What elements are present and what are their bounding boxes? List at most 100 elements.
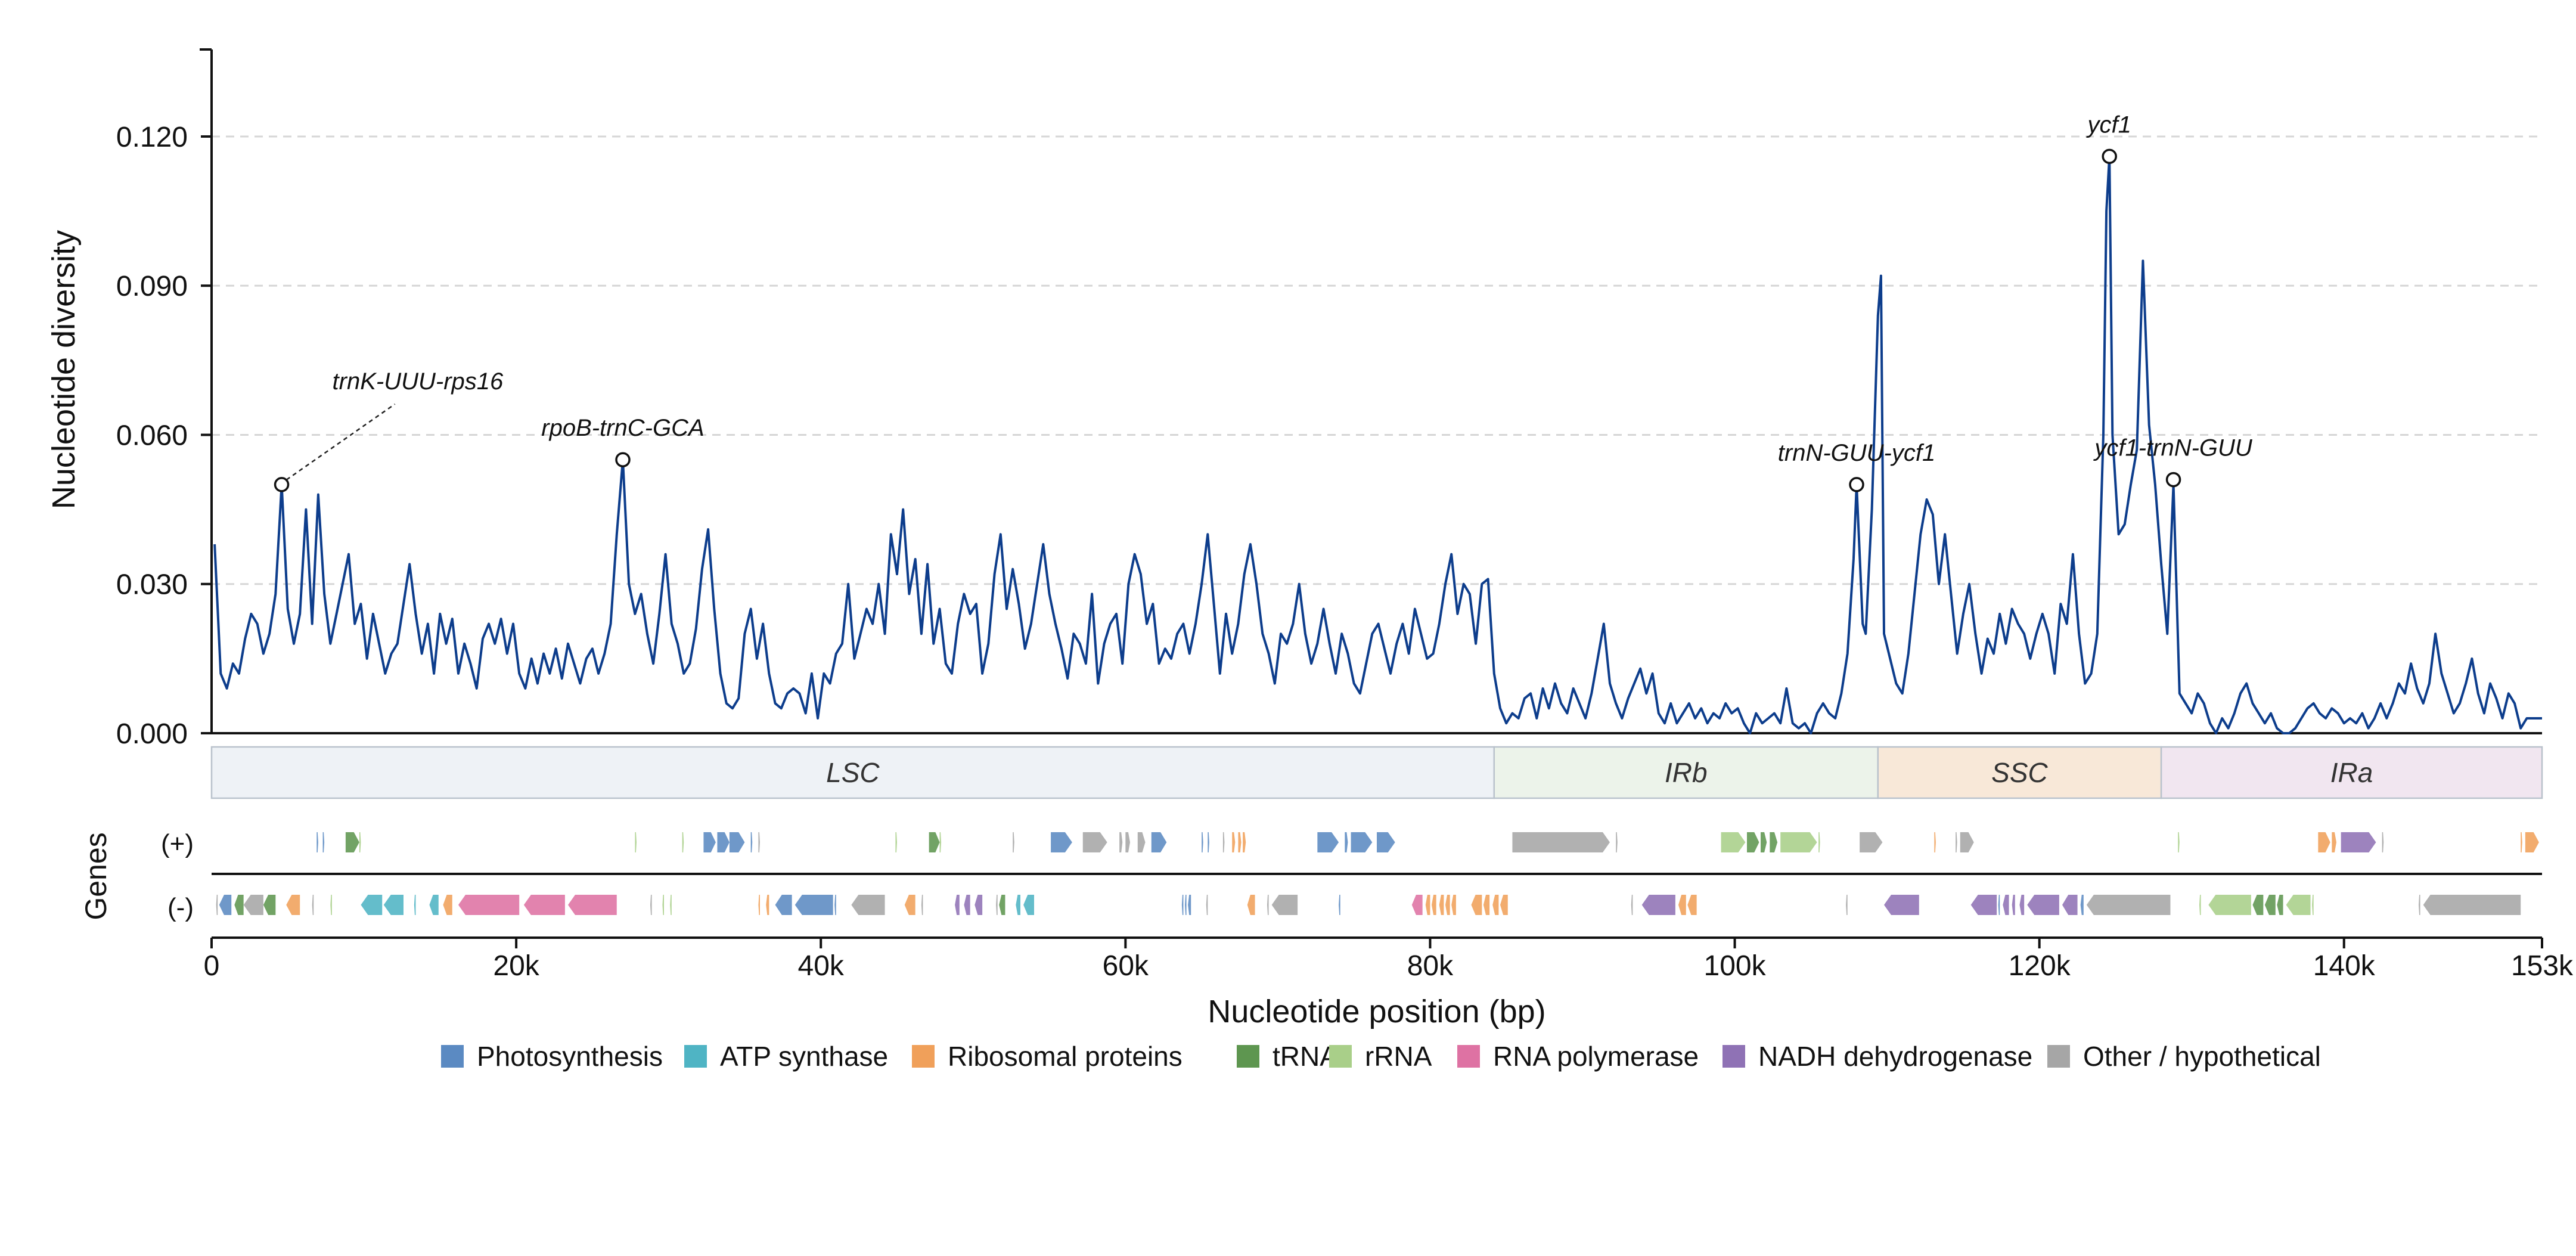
- peak-marker: [274, 477, 290, 492]
- gene-arrow: [1425, 895, 1430, 915]
- gene-arrow: [1439, 895, 1444, 915]
- legend: Photosynthesis ATP synthase Ribosomal prot…: [441, 1041, 2321, 1072]
- legend-swatch: [684, 1045, 707, 1068]
- gene-arrow: [361, 895, 383, 915]
- y-tick-label: 0.120: [116, 122, 188, 153]
- gene-arrow: [1271, 895, 1298, 915]
- gene-arrow: [1317, 832, 1339, 852]
- annotation-leader: [285, 403, 396, 480]
- gene-arrow: [996, 895, 998, 915]
- legend-swatch: [912, 1045, 935, 1068]
- gene-arrow: [1267, 895, 1269, 915]
- peak-label: trnK-UUU-rps16: [333, 368, 504, 395]
- gene-arrow: [1641, 895, 1675, 915]
- gene-arrow: [851, 895, 885, 915]
- gene-arrow: [2423, 895, 2521, 915]
- gene-arrow: [834, 895, 836, 915]
- gene-arrow: [414, 895, 416, 915]
- gene-arrow: [2286, 895, 2311, 915]
- peak-label: trnN-GUU-ycf1: [1778, 440, 1935, 466]
- gene-arrow: [1818, 832, 1820, 852]
- gene-arrow: [635, 832, 637, 852]
- region-block: [1493, 746, 1879, 799]
- diversity-line-layer: [213, 155, 2542, 734]
- gene-arrow: [1377, 832, 1395, 852]
- gene-arrow: [1687, 895, 1697, 915]
- gene-arrow: [682, 832, 684, 852]
- gene-arrow: [1747, 832, 1759, 852]
- gene-arrow: [1846, 895, 1848, 915]
- gene-arrow: [1247, 895, 1255, 915]
- region-label: LSC: [826, 757, 880, 788]
- gene-arrow: [717, 832, 730, 852]
- gene-arrow: [929, 832, 940, 852]
- gene-arrow: [999, 895, 1005, 915]
- gene-arrow: [904, 895, 915, 915]
- gene-arrow: [974, 895, 983, 915]
- gene-arrow: [2332, 832, 2336, 852]
- legend-swatch: [1457, 1045, 1480, 1068]
- gene-arrow: [1998, 895, 2000, 915]
- x-tick-label: 100k: [1704, 950, 1767, 982]
- legend-label: Other / hypothetical: [2083, 1041, 2321, 1072]
- gene-arrow: [1232, 832, 1236, 852]
- x-tick-label: 120k: [2009, 950, 2071, 982]
- gene-arrow: [1616, 832, 1618, 852]
- gene-arrow: [219, 895, 232, 915]
- gene-arrow: [662, 895, 664, 915]
- x-tick-label: 153k: [2511, 950, 2574, 982]
- gene-arrow: [1243, 832, 1246, 852]
- region-block: [210, 746, 1495, 799]
- gene-arrow: [1884, 895, 1919, 915]
- gene-arrow: [1678, 895, 1686, 915]
- gene-arrow: [1970, 895, 1997, 915]
- legend-swatch: [1722, 1045, 1745, 1068]
- gene-arrow: [2027, 895, 2059, 915]
- region-label: IRb: [1665, 757, 1708, 788]
- legend-label: NADH dehydrogenase: [1758, 1041, 2032, 1072]
- gene-arrow: [568, 895, 617, 915]
- gene-arrow: [766, 895, 769, 915]
- gene-arrow: [330, 895, 332, 915]
- gene-arrow: [2252, 895, 2264, 915]
- y-axis-label: Nucleotide diversity: [46, 230, 82, 509]
- x-tick-label: 20k: [493, 950, 539, 982]
- gene-arrow: [458, 895, 520, 915]
- x-axis-label: Nucleotide position (bp): [1208, 994, 1545, 1029]
- peak-marker: [2102, 148, 2117, 165]
- y-tick-label: 0.000: [116, 718, 188, 750]
- x-tick-label: 80k: [1407, 950, 1454, 982]
- gene-arrow: [1780, 832, 1817, 852]
- genes-track-label: Genes: [79, 832, 113, 920]
- gene-arrow: [1238, 832, 1242, 852]
- gene-arrow: [263, 895, 276, 915]
- gene-arrow: [312, 895, 314, 915]
- gene-arrow: [650, 895, 652, 915]
- legend-label: rRNA: [1365, 1041, 1432, 1072]
- gene-arrow: [1483, 895, 1490, 915]
- legend-label: RNA polymerase: [1493, 1041, 1699, 1072]
- gene-arrow: [1411, 895, 1423, 915]
- legend-label: ATP synthase: [720, 1041, 888, 1072]
- gene-arrow: [443, 895, 452, 915]
- gene-arrow: [1051, 832, 1072, 852]
- gene-arrow: [2199, 895, 2201, 915]
- diversity-line: [213, 155, 2542, 734]
- gene-arrow: [1492, 895, 1499, 915]
- gene-arrow: [1188, 895, 1191, 915]
- peak-marker: [2165, 472, 2181, 488]
- gene-arrow: [758, 895, 760, 915]
- gene-arrow: [1631, 895, 1633, 915]
- region-block: [1877, 746, 2162, 799]
- legend-swatch: [2047, 1045, 2070, 1068]
- x-tick-label: 140k: [2313, 950, 2376, 982]
- gene-arrow: [1185, 895, 1187, 915]
- gene-arrow: [1339, 895, 1340, 915]
- gene-arrow: [939, 832, 942, 852]
- grid-lines: [212, 135, 2542, 585]
- gene-arrow: [895, 832, 897, 852]
- x-tick-label: 0: [204, 950, 220, 982]
- gene-arrow: [429, 895, 439, 915]
- gene-arrow: [1013, 832, 1014, 852]
- gene-arrow: [1082, 832, 1107, 852]
